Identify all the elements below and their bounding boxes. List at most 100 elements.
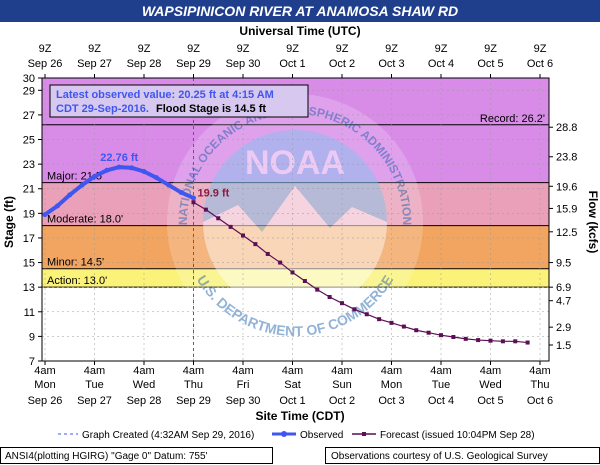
bottom-tick-weekday: Thu xyxy=(184,379,203,391)
legend-observed: Observed xyxy=(300,430,343,441)
top-tick-date: Sep 28 xyxy=(127,58,162,70)
legend-forecast-marker xyxy=(362,432,366,436)
y-tick-label: 13 xyxy=(23,282,35,294)
y2-tick-label: 9.5 xyxy=(556,258,571,270)
bottom-tick-hour: 4am xyxy=(529,365,550,377)
top-tick-hour: 9Z xyxy=(286,43,299,55)
legend-graph-created: Graph Created (4:32AM Sep 29, 2016) xyxy=(82,430,254,441)
flood-label-action: Action: 13.0' xyxy=(47,275,107,287)
observed-point xyxy=(67,192,73,198)
bottom-axis-ticks: 4am Mon Sep 26 4am Tue Sep 27 4am Wed Sep 28 4am T… xyxy=(28,361,553,407)
bottom-tick-weekday: Tue xyxy=(85,379,104,391)
top-tick-hour: 9Z xyxy=(187,43,200,55)
observed-point xyxy=(79,182,85,188)
bottom-tick-date: Sep 29 xyxy=(176,395,211,407)
y-tick-label: 19 xyxy=(23,208,35,220)
forecast-point xyxy=(451,335,456,340)
top-tick-hour: 9Z xyxy=(484,43,497,55)
forecast-point xyxy=(377,317,382,322)
bottom-tick-date: Oct 2 xyxy=(329,395,355,407)
forecast-point xyxy=(228,224,233,229)
y-axis-title: Stage (ft) xyxy=(2,196,16,248)
forecast-point xyxy=(439,333,443,338)
top-tick-date: Oct 3 xyxy=(378,58,404,70)
info-line-2-flood: Flood Stage is 14.5 ft xyxy=(156,103,266,115)
top-tick-hour: 9Z xyxy=(336,43,349,55)
y-tick-label: 29 xyxy=(23,85,35,97)
y-tick-label: 23 xyxy=(23,159,35,171)
bottom-tick-date: Oct 3 xyxy=(378,395,404,407)
top-axis-title: Universal Time (UTC) xyxy=(239,24,360,38)
y2-axis-title: Flow (kcfs) xyxy=(586,191,600,254)
footer-left-box xyxy=(0,447,273,464)
forecast-line xyxy=(193,201,528,344)
peak-label: 22.76 ft xyxy=(100,152,138,164)
info-line-2-date: CDT 29-Sep-2016. xyxy=(56,103,149,115)
forecast-point xyxy=(191,200,196,205)
y2-axis-ticks: 1.5 2.9 4.7 6.9 9.5 12.5 15.9 19.6 23.8 28.8 xyxy=(549,122,577,352)
flood-label-minor: Minor: 14.5' xyxy=(47,257,104,269)
forecast-point xyxy=(426,330,431,335)
y2-tick-label: 1.5 xyxy=(556,340,571,352)
top-tick-hour: 9Z xyxy=(88,43,101,55)
forecast-point xyxy=(476,338,481,343)
bottom-tick-weekday: Wed xyxy=(133,379,155,391)
observed-point xyxy=(54,203,60,209)
forecast-point xyxy=(203,207,208,212)
observed-point xyxy=(141,169,147,175)
bottom-tick-weekday: Mon xyxy=(34,379,55,391)
forecast-point xyxy=(401,324,406,329)
top-tick-date: Oct 2 xyxy=(329,58,355,70)
bottom-tick-hour: 4am xyxy=(232,365,253,377)
flood-label-record: Record: 26.2' xyxy=(480,113,545,125)
forecast-point xyxy=(290,270,295,275)
bottom-tick-weekday: Thu xyxy=(531,379,550,391)
y2-tick-label: 4.7 xyxy=(556,296,571,308)
observed-point xyxy=(129,165,135,171)
top-tick-date: Oct 4 xyxy=(428,58,454,70)
bottom-tick-date: Sep 30 xyxy=(226,395,261,407)
forecast-point xyxy=(500,339,505,344)
forecast-point xyxy=(414,328,419,333)
y-tick-label: 21 xyxy=(23,184,35,196)
bottom-tick-date: Oct 1 xyxy=(279,395,305,407)
annotations: 22.76 ft 19.9 ft xyxy=(100,152,229,199)
bottom-tick-weekday: Fri xyxy=(237,379,250,391)
observed-point xyxy=(191,195,196,201)
bottom-tick-hour: 4am xyxy=(430,365,451,377)
bottom-tick-date: Sep 28 xyxy=(127,395,162,407)
bottom-tick-date: Sep 27 xyxy=(77,395,112,407)
forecast-point xyxy=(253,242,258,247)
bottom-tick-hour: 4am xyxy=(381,365,402,377)
top-tick-hour: 9Z xyxy=(385,43,398,55)
bottom-tick-weekday: Mon xyxy=(381,379,402,391)
y2-tick-label: 12.5 xyxy=(556,227,577,239)
forecast-point xyxy=(513,339,518,344)
y2-tick-label: 15.9 xyxy=(556,203,577,215)
footer-courtesy: Observations courtesy of U.S. Geological… xyxy=(331,451,548,462)
forecast-point xyxy=(525,340,530,345)
bottom-tick-date: Oct 5 xyxy=(477,395,503,407)
top-tick-date: Sep 26 xyxy=(28,58,63,70)
bottom-tick-weekday: Tue xyxy=(432,379,451,391)
y-tick-label: 11 xyxy=(24,307,35,319)
watermark-wave xyxy=(203,186,387,314)
y-tick-label: 27 xyxy=(23,110,35,122)
footer-bar xyxy=(0,447,600,465)
legend-observed-marker xyxy=(281,431,287,437)
forecast-point xyxy=(241,233,245,238)
bottom-tick-date: Sep 26 xyxy=(28,395,63,407)
forecast-point xyxy=(340,301,344,306)
top-tick-date: Oct 6 xyxy=(527,58,553,70)
y-tick-label: 9 xyxy=(29,331,35,343)
top-tick-date: Sep 27 xyxy=(77,58,112,70)
observed-point xyxy=(104,167,110,173)
bottom-tick-date: Oct 4 xyxy=(428,395,454,407)
legend: Graph Created (4:32AM Sep 29, 2016) Obse… xyxy=(58,430,535,441)
bottom-axis-title: Site Time (CDT) xyxy=(255,409,344,423)
y2-tick-label: 28.8 xyxy=(556,122,577,134)
chart-title: WAPSIPINICON RIVER AT ANAMOSA SHAW RD xyxy=(142,3,458,19)
observed-point xyxy=(153,175,159,181)
bottom-tick-weekday: Wed xyxy=(479,379,501,391)
